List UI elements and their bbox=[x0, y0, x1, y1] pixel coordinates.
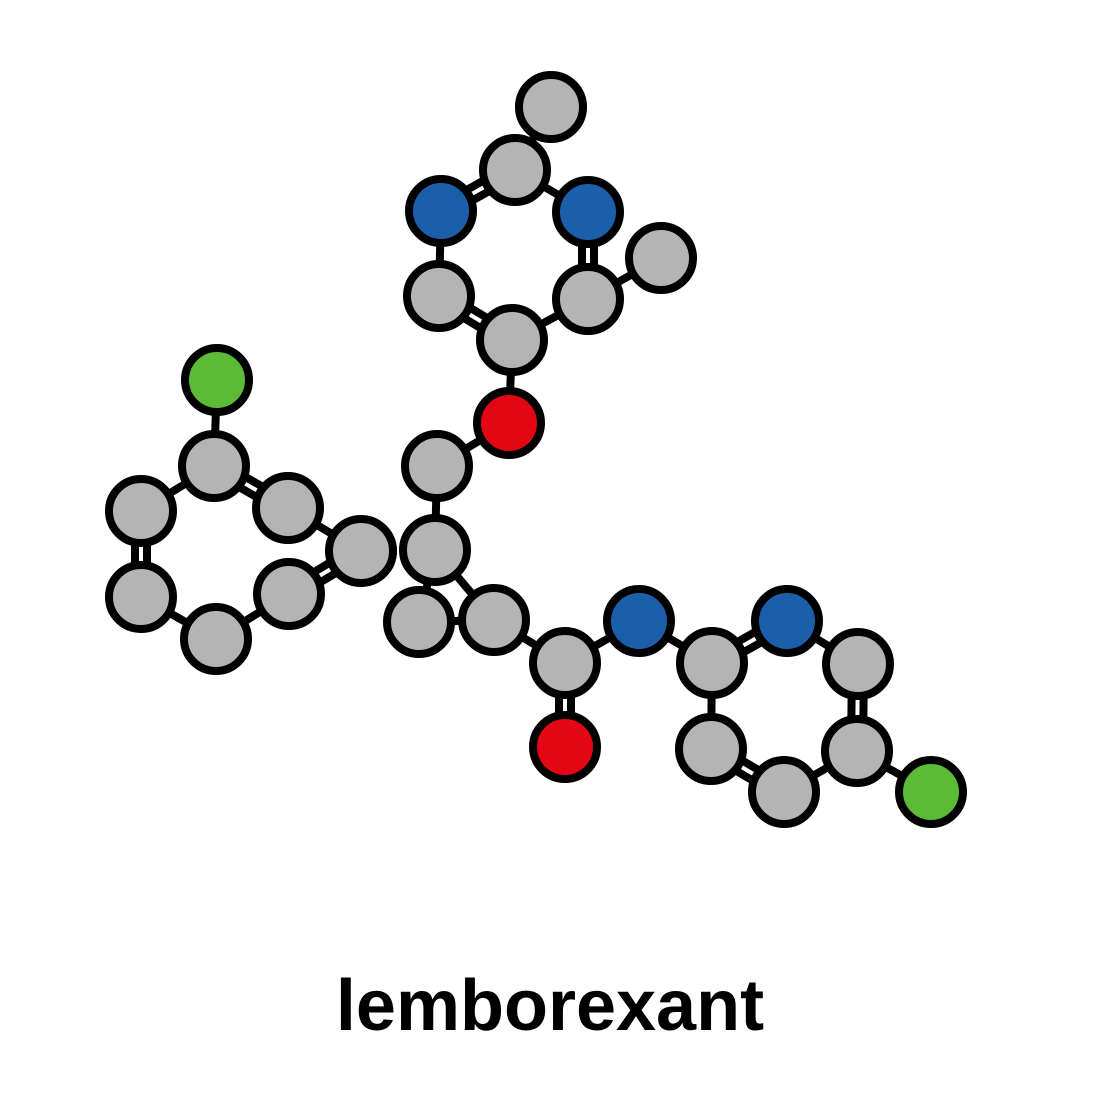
atom-f bbox=[899, 760, 963, 824]
atom-c bbox=[519, 75, 583, 139]
atom-o bbox=[533, 715, 597, 779]
atom-c bbox=[483, 138, 547, 202]
atom-c bbox=[109, 565, 173, 629]
atom-c bbox=[182, 434, 246, 498]
molecule-caption: lemborexant bbox=[0, 965, 1100, 1047]
atom-c bbox=[533, 631, 597, 695]
atom-c bbox=[826, 632, 890, 696]
atom-c bbox=[752, 760, 816, 824]
atom-c bbox=[480, 308, 544, 372]
atom-c bbox=[680, 631, 744, 695]
molecule-figure: lemborexant bbox=[0, 0, 1100, 1100]
atom-c bbox=[256, 476, 320, 540]
atom-n bbox=[755, 589, 819, 653]
atom-c bbox=[387, 590, 451, 654]
atom-c bbox=[825, 719, 889, 783]
atom-c bbox=[109, 479, 173, 543]
atom-c bbox=[405, 434, 469, 498]
atom-c bbox=[329, 519, 393, 583]
atom-c bbox=[407, 264, 471, 328]
atom-c bbox=[629, 226, 693, 290]
molecule-canvas bbox=[0, 0, 1100, 1100]
atom-o bbox=[477, 391, 541, 455]
atom-c bbox=[403, 518, 467, 582]
atom-f bbox=[185, 348, 249, 412]
atom-n bbox=[556, 180, 620, 244]
atom-c bbox=[257, 562, 321, 626]
atom-n bbox=[409, 179, 473, 243]
atom-n bbox=[607, 589, 671, 653]
atom-c bbox=[462, 588, 526, 652]
atom-c bbox=[679, 717, 743, 781]
atom-c bbox=[556, 267, 620, 331]
atom-c bbox=[184, 607, 248, 671]
